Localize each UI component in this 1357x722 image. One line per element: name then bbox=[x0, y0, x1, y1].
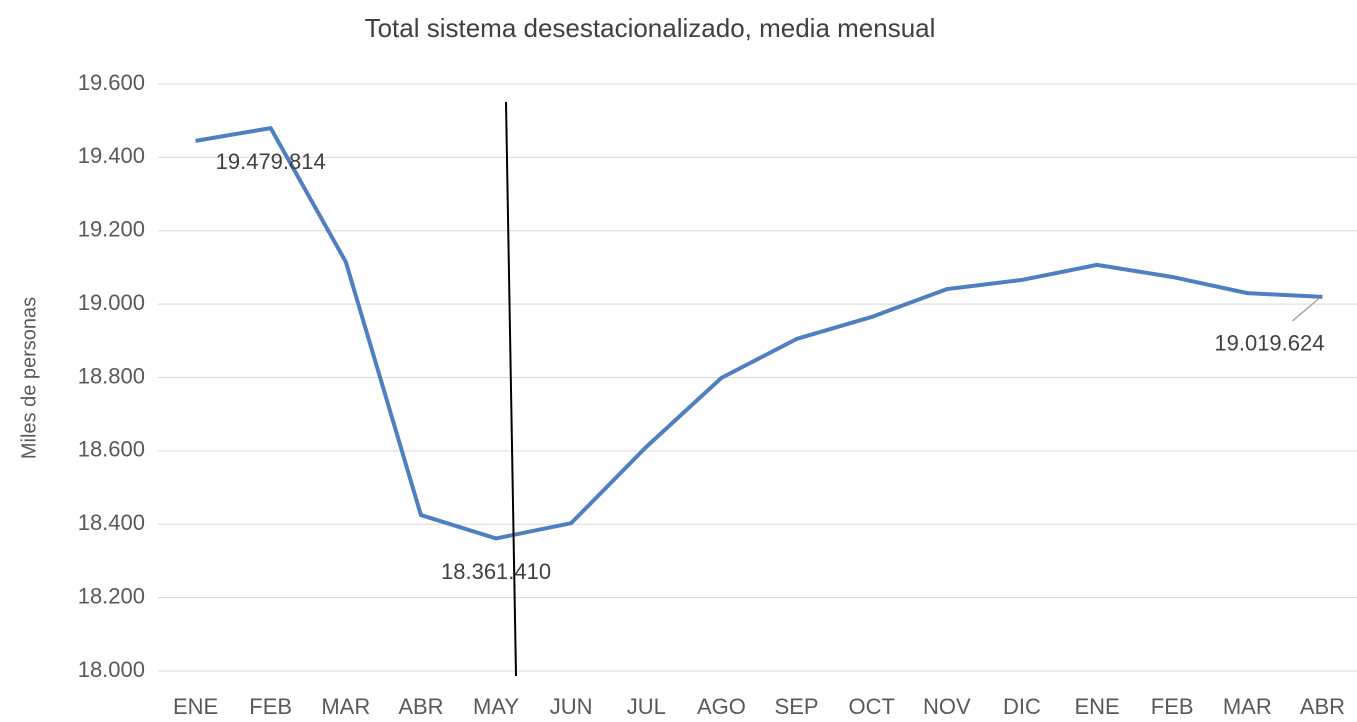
leader-line bbox=[1291, 298, 1319, 322]
x-tick-label: AGO bbox=[697, 694, 746, 719]
chart-title: Total sistema desestacionalizado, media … bbox=[365, 13, 936, 43]
x-tick-label: MAR bbox=[321, 694, 370, 719]
x-tick-label: ENE bbox=[1074, 694, 1119, 719]
x-tick-label: OCT bbox=[848, 694, 894, 719]
x-tick-label: ENE bbox=[173, 694, 218, 719]
y-axis-title: Miles de personas bbox=[18, 297, 40, 459]
y-tick-label: 19.000 bbox=[78, 290, 145, 315]
data-label: 19.479.814 bbox=[216, 149, 326, 174]
x-tick-label: JUL bbox=[627, 694, 666, 719]
marker-line bbox=[505, 101, 517, 677]
x-tick-label: ABR bbox=[398, 694, 443, 719]
x-tick-label: DIC bbox=[1003, 694, 1041, 719]
plot bbox=[195, 126, 1323, 541]
line bbox=[195, 126, 1323, 541]
grid bbox=[158, 83, 1357, 672]
y-tick-label: 18.800 bbox=[78, 363, 145, 388]
data-label: 19.019.624 bbox=[1214, 331, 1324, 356]
x-tick-label: NOV bbox=[923, 694, 971, 719]
y-tick-label: 19.200 bbox=[78, 217, 145, 242]
y-tick-label: 19.600 bbox=[78, 70, 145, 95]
y-tick-label: 18.400 bbox=[78, 510, 145, 535]
x-tick-label: SEP bbox=[775, 694, 819, 719]
y-tick-label: 18.200 bbox=[78, 583, 145, 608]
x-tick-label: MAY bbox=[473, 694, 519, 719]
x-tick-label: MAR bbox=[1223, 694, 1272, 719]
data-label: 18.361.410 bbox=[441, 559, 551, 584]
x-tick-label: ABR bbox=[1300, 694, 1345, 719]
y-tick-label: 18.000 bbox=[78, 657, 145, 682]
y-tick-label: 19.400 bbox=[78, 143, 145, 168]
x-tick-label: FEB bbox=[249, 694, 292, 719]
x-tick-label: FEB bbox=[1151, 694, 1194, 719]
x-tick-label: JUN bbox=[550, 694, 593, 719]
y-tick-label: 18.600 bbox=[78, 437, 145, 462]
